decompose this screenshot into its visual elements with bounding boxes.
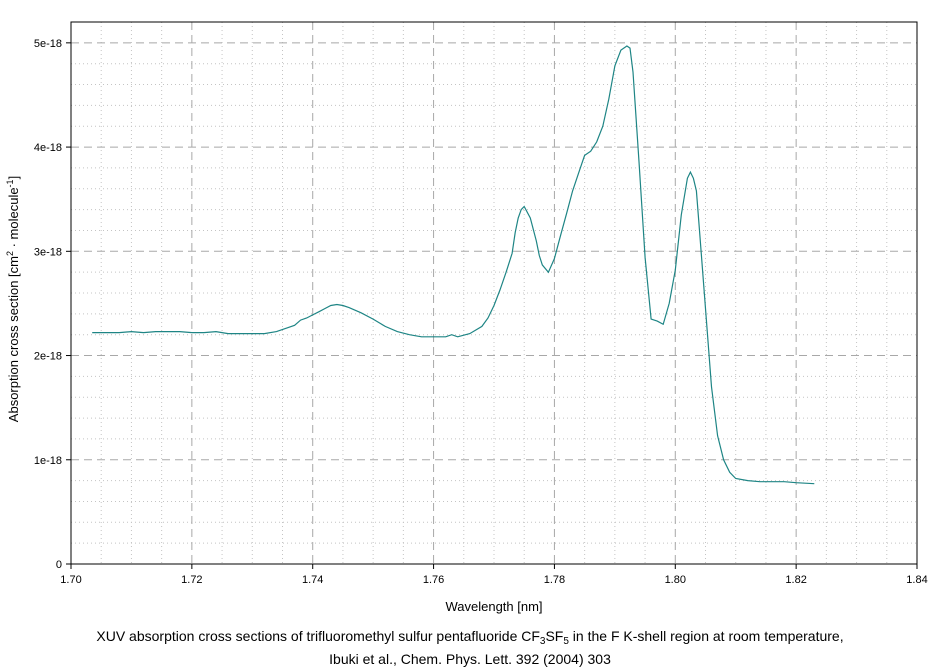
x-tick-label: 1.72 xyxy=(181,574,202,586)
y-axis-title-part: Absorption cross section [cm xyxy=(6,256,21,422)
plot-frame xyxy=(70,21,918,565)
x-tick-label: 1.80 xyxy=(665,574,686,586)
y-axis-title-part: ] xyxy=(6,176,21,180)
y-tick-label: 0 xyxy=(56,559,62,571)
major-grid xyxy=(71,22,917,564)
y-axis-title-part: · molecule xyxy=(6,187,21,251)
caption-text: XUV absorption cross sections of trifluo… xyxy=(96,628,540,644)
caption-text: in the F K-shell region at room temperat… xyxy=(568,628,844,644)
x-tick-label: 1.78 xyxy=(544,574,565,586)
y-axis-title-sup: -1 xyxy=(5,179,15,187)
x-tick-label: 1.70 xyxy=(60,574,81,586)
y-tick-label: 3e-18 xyxy=(34,246,62,258)
x-axis-ticks: 1.70 1.72 1.74 1.76 1.78 1.80 1.82 1.84 xyxy=(60,564,928,586)
x-axis-title: Wavelength [nm] xyxy=(445,599,542,614)
y-axis-ticks: 0 1e-18 2e-18 3e-18 4e-18 5e-18 xyxy=(34,38,71,571)
y-axis-title: Absorption cross section [cm2 · molecule… xyxy=(5,176,21,422)
caption-line-1: XUV absorption cross sections of trifluo… xyxy=(0,628,940,647)
y-tick-label: 2e-18 xyxy=(34,351,62,363)
y-tick-label: 5e-18 xyxy=(34,38,62,50)
x-tick-label: 1.82 xyxy=(785,574,806,586)
caption-subscript: 5 xyxy=(563,636,569,647)
y-tick-label: 4e-18 xyxy=(34,142,62,154)
caption-line-2: Ibuki et al., Chem. Phys. Lett. 392 (200… xyxy=(329,651,611,667)
y-tick-label: 1e-18 xyxy=(34,455,62,467)
y-axis-title-sup: 2 xyxy=(5,251,15,256)
x-tick-label: 1.76 xyxy=(423,574,444,586)
caption-subscript: 3 xyxy=(539,636,546,647)
caption-text: SF xyxy=(545,628,564,644)
series-line xyxy=(92,45,815,485)
x-tick-label: 1.74 xyxy=(302,574,323,586)
x-tick-label: 1.84 xyxy=(906,574,927,586)
chart: 1.70 1.72 1.74 1.76 1.78 1.80 1.82 1.84 0 1e-18 2… xyxy=(5,21,928,614)
